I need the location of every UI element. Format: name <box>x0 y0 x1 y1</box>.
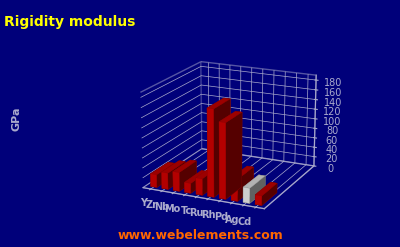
Text: www.webelements.com: www.webelements.com <box>117 229 283 242</box>
Text: Rigidity modulus: Rigidity modulus <box>4 15 135 29</box>
Text: GPa: GPa <box>11 106 21 131</box>
